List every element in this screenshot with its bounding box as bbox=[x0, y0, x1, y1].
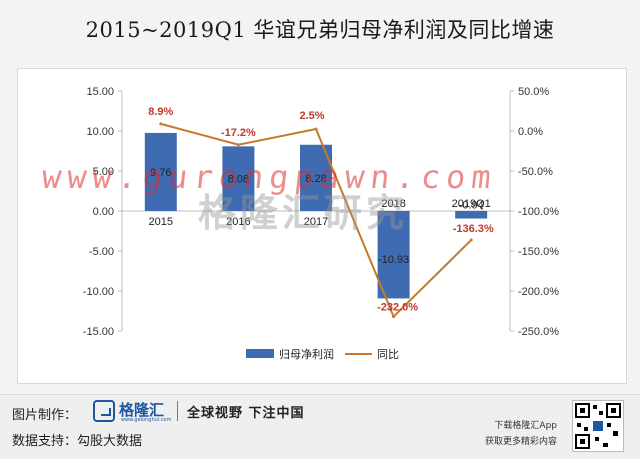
chart-title: 2015~2019Q1 华谊兄弟归母净利润及同比增速 bbox=[85, 18, 555, 42]
growth-point bbox=[392, 315, 396, 319]
data-support-label: 数据支持：勾股大数据 bbox=[12, 434, 143, 449]
bar-value-label: 8.08 bbox=[228, 174, 249, 186]
growth-value-label: -17.2% bbox=[221, 127, 256, 139]
bar-value-label: -0.94 bbox=[459, 200, 484, 212]
left-tick-label: 15.00 bbox=[86, 86, 114, 98]
left-tick-label: 10.00 bbox=[86, 126, 114, 138]
growth-value-label: 8.9% bbox=[148, 106, 173, 118]
category-label: 2015 bbox=[149, 216, 173, 228]
category-label: 2017 bbox=[304, 216, 328, 228]
qr-pattern bbox=[575, 403, 621, 449]
made-by-label: 图片制作： bbox=[12, 408, 78, 423]
right-tick-label: -200.0% bbox=[518, 286, 559, 298]
gelonghui-logo-icon bbox=[93, 400, 115, 422]
left-tick-label: -5.00 bbox=[89, 246, 114, 258]
right-tick-label: 50.0% bbox=[518, 86, 549, 98]
growth-point bbox=[469, 238, 473, 242]
watermark-text: 格隆汇研究 bbox=[198, 191, 409, 235]
growth-point bbox=[159, 122, 163, 126]
slogan: 全球视野 下注中国 bbox=[187, 406, 305, 421]
category-label: 2019Q1 bbox=[452, 198, 491, 210]
footer-bar bbox=[0, 394, 640, 459]
right-tick-label: -100.0% bbox=[518, 206, 559, 218]
legend-bar-swatch bbox=[246, 349, 274, 358]
bar-2018 bbox=[377, 211, 410, 299]
legend-bar-label: 归母净利润 bbox=[279, 347, 334, 361]
growth-value-label: 2.5% bbox=[299, 110, 324, 122]
logo-domain: www.gelonghui.com bbox=[121, 417, 172, 423]
right-tick-label: -250.0% bbox=[518, 326, 559, 338]
growth-value-label: -232.0% bbox=[377, 302, 418, 314]
category-label: 2016 bbox=[226, 216, 250, 228]
left-tick-label: -15.00 bbox=[83, 326, 114, 338]
bar-2015 bbox=[144, 132, 177, 211]
combo-chart: 15.00 10.00 5.00 0.00 -5.00 -10.00 -15.00 50.0%… bbox=[83, 86, 559, 361]
growth-point bbox=[236, 143, 240, 147]
qr-code-icon[interactable] bbox=[572, 400, 624, 452]
bar-value-label: 8.28 bbox=[305, 173, 326, 185]
download-app-text: 下载格隆汇App bbox=[494, 421, 557, 431]
legend-line-label: 同比 bbox=[377, 348, 399, 361]
bar-value-label: -10.93 bbox=[378, 254, 409, 266]
growth-point bbox=[314, 127, 318, 131]
logo-divider bbox=[177, 401, 178, 421]
growth-value-label: -136.3% bbox=[453, 223, 494, 235]
bar-value-label: 9.76 bbox=[150, 167, 171, 179]
more-content-text: 获取更多精彩内容 bbox=[484, 437, 557, 447]
left-tick-label: 5.00 bbox=[93, 166, 114, 178]
left-tick-label: -10.00 bbox=[83, 286, 114, 298]
bar-2019Q1 bbox=[455, 211, 488, 219]
logo-name: 格隆汇 bbox=[119, 401, 165, 419]
bar-2016 bbox=[222, 146, 255, 211]
category-label: 2018 bbox=[381, 198, 405, 210]
right-tick-label: -150.0% bbox=[518, 246, 559, 258]
left-tick-label: 0.00 bbox=[93, 206, 114, 218]
right-tick-label: 0.0% bbox=[518, 126, 543, 138]
right-tick-label: -50.0% bbox=[518, 166, 553, 178]
